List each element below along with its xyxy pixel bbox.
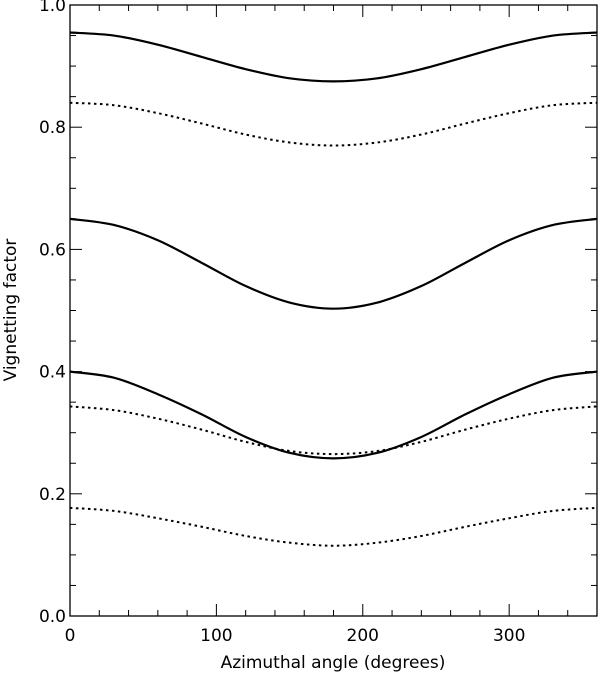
series-lines (69, 31, 598, 547)
x-tick-label: 0 (65, 626, 76, 646)
x-tick-label: 100 (200, 626, 232, 646)
series-line-4 (69, 370, 598, 460)
y-tick-label: 0.8 (39, 118, 66, 138)
x-tick-label: 200 (347, 626, 379, 646)
x-axis-title: Azimuthal angle (degrees) (221, 653, 446, 673)
series-line-6 (69, 506, 598, 547)
series-line-1 (69, 31, 598, 83)
series-line-2 (69, 101, 598, 147)
plot-frame (69, 4, 598, 617)
y-tick-label: 0.2 (39, 485, 66, 505)
y-tick-label: 0.6 (39, 240, 66, 260)
y-tick-label: 1.0 (39, 0, 66, 16)
y-axis-title: Vignetting factor (1, 239, 21, 382)
series-line-5 (69, 405, 598, 456)
y-tick-label: 0.0 (39, 607, 66, 627)
series-line-3 (69, 217, 598, 310)
x-tick-label: 300 (493, 626, 525, 646)
y-tick-label: 0.4 (39, 363, 66, 383)
y-tick-labels: 0.0 0.2 0.4 0.6 0.8 1.0 (39, 0, 66, 627)
axis-ticks (69, 4, 598, 617)
x-tick-labels: 0 100 200 300 (65, 626, 526, 646)
